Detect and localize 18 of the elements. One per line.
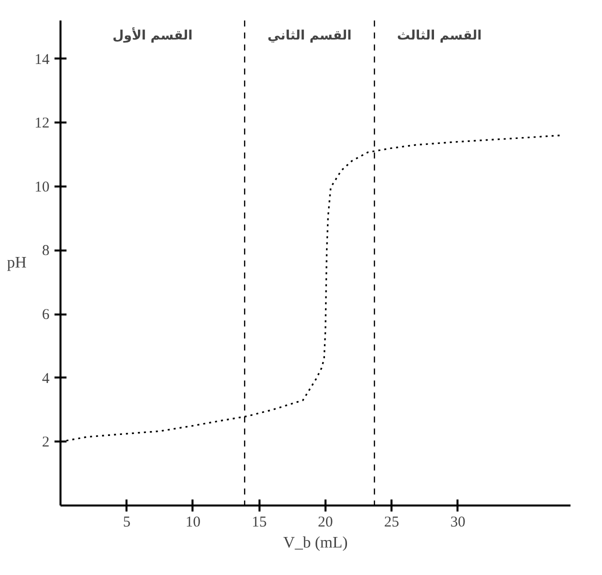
- x-tick-label: 30: [450, 514, 466, 530]
- x-tick-label: 15: [252, 514, 267, 530]
- x-axis-title: V_b (mL): [283, 534, 348, 552]
- x-tick-label: 5: [122, 514, 130, 530]
- annotation: القسم الثاني: [267, 28, 352, 44]
- x-tick-label: 10: [185, 514, 200, 530]
- y-tick-label: 10: [34, 179, 50, 196]
- x-tick-label: 20: [318, 514, 333, 530]
- y-tick-label: 6: [42, 307, 50, 324]
- y-tick-label: 12: [34, 116, 50, 132]
- y-tick-label: 4: [42, 370, 50, 387]
- annotation: القسم الثالث: [396, 28, 482, 44]
- x-tick-label: 25: [384, 514, 400, 530]
- y-tick-label: 2: [42, 434, 50, 451]
- y-tick-label: 8: [42, 243, 50, 260]
- y-axis-title: pH: [6, 254, 27, 272]
- y-tick-label: 14: [34, 52, 50, 68]
- annotation: القسم الأول: [112, 26, 193, 44]
